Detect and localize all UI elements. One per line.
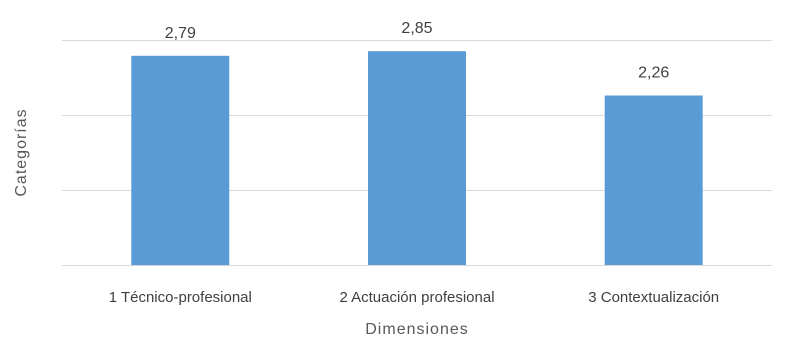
bar-3 bbox=[604, 95, 703, 265]
x-tick-label-3: 3 Contextualización bbox=[588, 289, 719, 306]
x-tick-label-1: 1 Técnico-profesional bbox=[109, 289, 252, 306]
x-tick-label-2: 2 Actuación profesional bbox=[339, 289, 494, 306]
bar-2 bbox=[368, 51, 466, 266]
data-label-1: 2,79 bbox=[165, 25, 196, 42]
bars bbox=[131, 51, 703, 266]
bar-1 bbox=[131, 55, 230, 266]
y-axis-title: Categorías bbox=[13, 108, 30, 196]
data-label-2: 2,85 bbox=[401, 20, 432, 37]
x-axis-title: Dimensiones bbox=[365, 321, 468, 338]
data-labels: 2,79 2,85 2,26 bbox=[165, 20, 670, 81]
x-tick-labels: 1 Técnico-profesional 2 Actuación profesi… bbox=[109, 289, 719, 306]
data-label-3: 2,26 bbox=[638, 65, 669, 82]
